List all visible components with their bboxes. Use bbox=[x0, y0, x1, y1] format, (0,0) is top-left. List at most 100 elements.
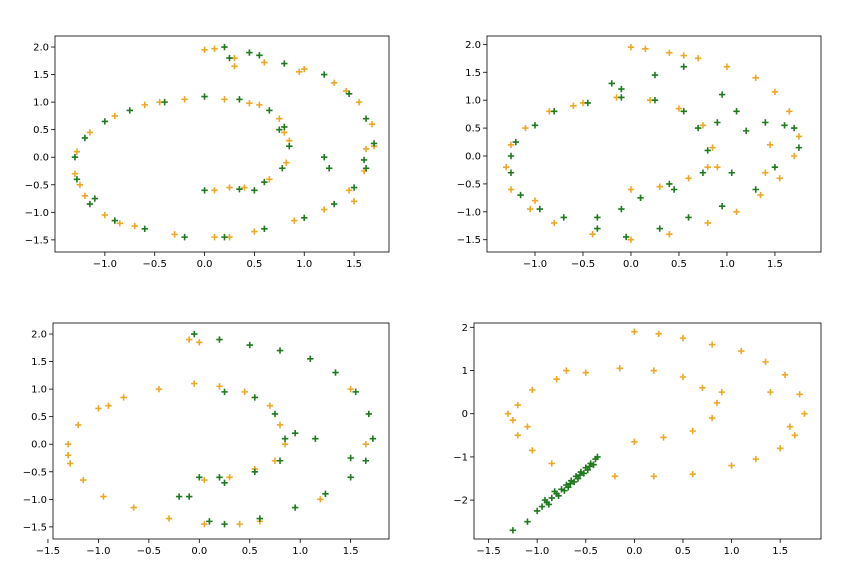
data-point bbox=[347, 454, 354, 462]
data-point bbox=[713, 399, 721, 407]
data-point bbox=[276, 421, 284, 429]
data-point bbox=[105, 402, 112, 409]
data-point bbox=[116, 220, 124, 227]
data-point bbox=[95, 405, 102, 412]
data-point bbox=[362, 165, 370, 172]
data-point bbox=[616, 365, 623, 372]
data-point bbox=[776, 445, 784, 452]
data-point bbox=[236, 96, 243, 103]
data-point bbox=[584, 466, 591, 474]
data-point bbox=[251, 187, 258, 194]
data-point bbox=[281, 441, 289, 448]
series-1 bbox=[504, 328, 808, 480]
y-tick-label: 1.0 bbox=[465, 96, 481, 107]
data-point bbox=[241, 184, 248, 191]
axes-frame bbox=[54, 35, 390, 253]
data-point bbox=[762, 169, 769, 176]
data-point bbox=[679, 334, 687, 342]
data-point bbox=[131, 222, 138, 230]
x-tick-label: 1.0 bbox=[296, 259, 312, 270]
data-point bbox=[266, 176, 273, 183]
x-tick-label: −1.5 bbox=[476, 546, 500, 557]
data-point bbox=[708, 341, 716, 348]
data-point bbox=[795, 133, 803, 140]
data-point bbox=[548, 494, 555, 502]
data-point bbox=[752, 186, 759, 193]
data-point bbox=[766, 141, 774, 149]
x-tick-label: 1.0 bbox=[292, 546, 308, 557]
data-point bbox=[752, 74, 759, 82]
data-point bbox=[76, 181, 84, 188]
data-point bbox=[66, 460, 74, 467]
data-point bbox=[226, 474, 233, 481]
data-point bbox=[100, 493, 107, 500]
data-point bbox=[622, 233, 630, 241]
data-point bbox=[531, 197, 539, 204]
data-point bbox=[320, 206, 328, 213]
data-point bbox=[709, 144, 716, 151]
data-point bbox=[216, 474, 223, 481]
x-tick-label: −0.5 bbox=[571, 259, 595, 270]
data-point bbox=[507, 141, 515, 149]
data-point bbox=[675, 105, 683, 112]
data-point bbox=[246, 49, 253, 56]
data-point bbox=[699, 169, 707, 176]
x-tick-label: 0.5 bbox=[246, 259, 262, 270]
data-point bbox=[718, 388, 726, 396]
data-point bbox=[71, 154, 79, 161]
data-point bbox=[618, 94, 625, 101]
y-tick-label: 0.5 bbox=[31, 412, 47, 423]
data-point bbox=[560, 214, 567, 221]
data-point bbox=[524, 518, 531, 525]
data-point bbox=[322, 490, 329, 498]
data-point bbox=[191, 380, 198, 387]
data-point bbox=[507, 169, 515, 176]
data-point bbox=[685, 214, 692, 221]
y-tick-label: 1.5 bbox=[33, 70, 49, 81]
data-point bbox=[301, 214, 308, 222]
axes-frame bbox=[473, 322, 822, 540]
y-tick-label: 2.0 bbox=[465, 40, 481, 51]
data-point bbox=[631, 438, 638, 445]
data-point bbox=[246, 341, 253, 349]
data-point bbox=[64, 452, 72, 459]
data-point bbox=[627, 186, 635, 193]
data-point bbox=[91, 195, 99, 202]
y-tick-label: −1.0 bbox=[457, 207, 481, 218]
series-2 bbox=[71, 43, 378, 241]
data-point bbox=[771, 163, 779, 171]
data-point bbox=[281, 123, 288, 131]
x-tick-label: 0.5 bbox=[242, 546, 258, 557]
data-point bbox=[757, 191, 764, 199]
data-point bbox=[362, 145, 370, 153]
series-2 bbox=[507, 63, 803, 241]
data-point bbox=[565, 483, 572, 491]
data-point bbox=[241, 388, 248, 396]
data-point bbox=[522, 124, 529, 132]
data-point bbox=[165, 515, 173, 522]
data-point bbox=[524, 423, 531, 430]
data-point bbox=[555, 492, 562, 499]
data-point bbox=[507, 152, 515, 160]
data-point bbox=[276, 457, 284, 464]
data-point bbox=[517, 191, 524, 199]
data-point bbox=[307, 355, 314, 363]
y-tick-label: 1.0 bbox=[33, 98, 49, 109]
data-point bbox=[312, 435, 319, 442]
y-tick-label: 0.5 bbox=[33, 125, 49, 136]
data-point bbox=[561, 487, 568, 494]
data-point bbox=[637, 194, 644, 202]
series-2 bbox=[175, 330, 377, 528]
data-point bbox=[551, 488, 558, 495]
data-point bbox=[201, 187, 208, 194]
data-point bbox=[752, 455, 760, 463]
y-tick-label: 1 bbox=[462, 366, 468, 377]
data-point bbox=[317, 496, 324, 503]
data-point bbox=[642, 45, 649, 53]
data-point bbox=[251, 468, 259, 475]
data-point bbox=[360, 156, 368, 164]
data-point bbox=[101, 211, 109, 219]
data-point bbox=[246, 100, 253, 107]
data-point bbox=[781, 122, 788, 129]
data-point bbox=[86, 129, 94, 136]
